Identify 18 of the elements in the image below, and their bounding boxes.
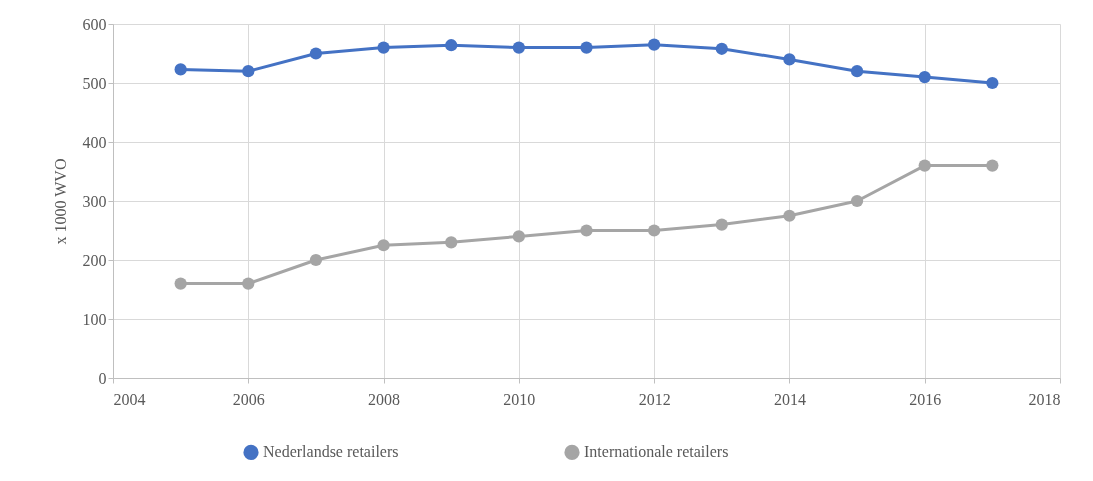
x-tick-label: 2004	[113, 390, 146, 408]
y-tick-label: 400	[82, 133, 107, 151]
y-tick-label: 100	[82, 310, 107, 328]
y-tick-label: 600	[82, 15, 107, 33]
x-tick-label: 2018	[1028, 390, 1061, 408]
legend-label: Internationale retailers	[584, 443, 729, 461]
x-tick-label: 2010	[503, 390, 536, 408]
y-tick-label: 200	[82, 251, 107, 269]
y-tick-label: 300	[82, 192, 107, 210]
x-tick-label: 2014	[773, 390, 806, 408]
y-tick-label: 0	[98, 369, 107, 387]
x-tick-label: 2016	[909, 390, 942, 408]
y-axis-title: x 1000 WVO	[51, 158, 69, 245]
x-tick-label: 2006	[232, 390, 265, 408]
x-tick-label: 2012	[638, 390, 671, 408]
y-tick-label: 500	[82, 74, 107, 92]
x-tick-label: 2008	[368, 390, 401, 408]
legend-label: Nederlandse retailers	[263, 443, 399, 461]
